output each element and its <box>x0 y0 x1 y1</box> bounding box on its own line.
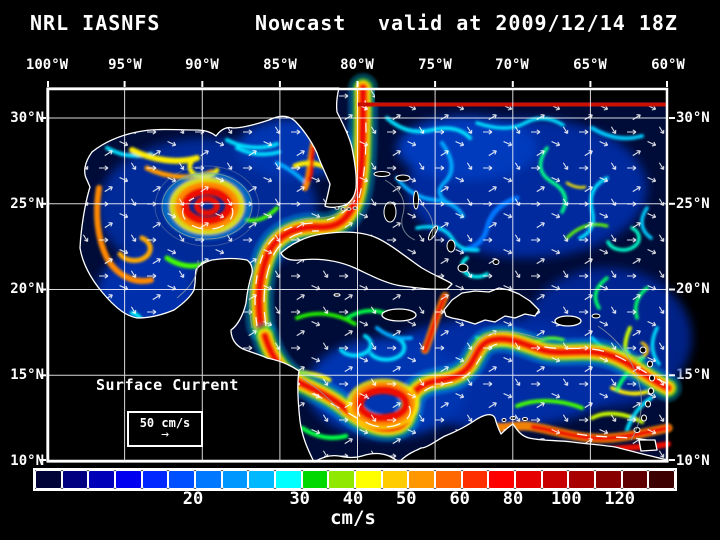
colorbar-tick-label: 60 <box>449 489 470 509</box>
lat-label-left: 20°N <box>10 281 44 297</box>
lon-label: 75°W <box>418 57 452 73</box>
colorbar-segment <box>275 470 302 489</box>
colorbar-units: cm/s <box>330 507 376 529</box>
lon-label: 100°W <box>25 57 69 73</box>
colorbar-segments <box>33 468 677 491</box>
product-name: Nowcast <box>255 11 347 35</box>
colorbar-segment <box>301 470 329 489</box>
lon-label: 85°W <box>263 57 297 73</box>
colorbar-segment <box>168 470 196 489</box>
colorbar-segment <box>381 470 409 489</box>
colorbar-segment <box>435 470 462 489</box>
colorbar-tick-label: 30 <box>289 489 310 509</box>
lat-label-right: 30°N <box>676 110 710 126</box>
colorbar-tick-label: 40 <box>342 489 364 509</box>
land-jamaica <box>381 308 417 322</box>
lon-label: 70°W <box>495 57 529 73</box>
lat-label-right: 10°N <box>676 453 710 469</box>
lat-label-left: 30°N <box>10 110 44 126</box>
colorbar-tick-label: 20 <box>182 489 204 509</box>
land-puerto-rico <box>554 315 582 327</box>
lon-label: 60°W <box>651 57 685 73</box>
surface-current-label: Surface Current <box>96 376 239 394</box>
map-canvas <box>40 73 692 463</box>
colorbar-segment <box>408 470 436 489</box>
bathymetry-contours <box>154 165 642 441</box>
colorbar-segment <box>355 470 382 489</box>
colorbar-tick-label: 50 <box>396 489 417 509</box>
lon-label: 65°W <box>573 57 607 73</box>
colorbar-segment <box>328 470 356 489</box>
lon-label: 95°W <box>108 57 142 73</box>
land-south-america <box>398 413 669 463</box>
colorbar-segment <box>461 470 489 489</box>
scale-arrow-icon: → <box>161 427 169 442</box>
land-trinidad <box>638 439 658 452</box>
lat-label-left: 15°N <box>10 367 44 383</box>
colorbar-segment <box>648 470 676 489</box>
colorbar-segment <box>248 470 276 489</box>
lon-label: 80°W <box>340 57 374 73</box>
colorbar-segment <box>61 470 89 489</box>
scale-value: 50 cm/s <box>139 416 191 430</box>
colorbar-ticks: 20 30 40 50 60 80 100 120 <box>33 489 673 509</box>
lat-label-left: 25°N <box>10 196 44 212</box>
colorbar-segment <box>195 470 222 489</box>
colorbar-tick-label: 80 <box>502 489 524 509</box>
lat-label-right: 15°N <box>676 367 710 383</box>
velocity-scale-box: 50 cm/s → <box>127 411 203 447</box>
valid-time: valid at 2009/12/14 18Z <box>378 11 678 35</box>
colorbar-segment <box>141 470 169 489</box>
land-hispaniola <box>443 287 540 325</box>
colorbar-segment <box>515 470 542 489</box>
colorbar-tick-label: 120 <box>604 489 636 509</box>
colorbar-tick-label: 100 <box>550 489 582 509</box>
colorbar-segment <box>541 470 569 489</box>
lat-label-right: 25°N <box>676 196 710 212</box>
land-cuba <box>280 231 453 290</box>
axis-ticks <box>40 81 675 461</box>
colorbar-segment <box>115 470 142 489</box>
colorbar-segment <box>621 470 649 489</box>
map-frame <box>46 87 669 463</box>
model-name: NRL IASNFS <box>30 11 161 35</box>
land-lesser-antilles <box>333 293 655 433</box>
colorbar-segment <box>88 470 116 489</box>
lat-label-left: 10°N <box>10 453 44 469</box>
colorbar-segment <box>568 470 596 489</box>
colorbar-segment <box>221 470 249 489</box>
graticule <box>47 88 668 462</box>
colorbar-segment <box>488 470 516 489</box>
colorbar-segment <box>35 470 62 489</box>
lon-label: 90°W <box>185 57 219 73</box>
lat-label-right: 20°N <box>676 281 710 297</box>
colorbar-segment <box>595 470 622 489</box>
